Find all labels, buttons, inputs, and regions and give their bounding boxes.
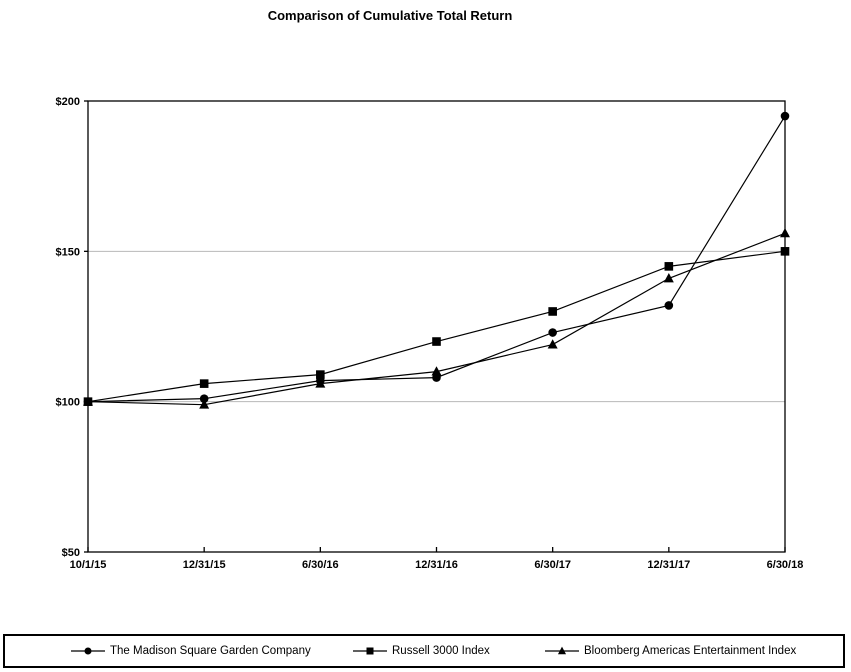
legend-item-bloomberg: Bloomberg Americas Entertainment Index [545,636,796,666]
y-axis-label: $150 [56,246,80,258]
circle-marker-icon [84,647,92,655]
y-axis-label: $50 [62,547,80,559]
x-axis-label: 6/30/17 [534,559,571,571]
circle-marker-icon [71,647,105,655]
y-axis-label: $100 [56,397,80,409]
square-marker-icon [353,647,387,655]
data-point-marker [663,273,674,283]
triangle-marker-icon [557,646,567,655]
legend-item-msg: The Madison Square Garden Company [71,636,311,666]
triangle-marker-icon [545,646,579,655]
square-marker-icon [366,647,374,655]
legend-label-msg: The Madison Square Garden Company [110,645,311,657]
x-axis-label: 12/31/15 [183,559,226,571]
data-point-marker [780,111,790,121]
data-point-marker [780,227,790,238]
x-axis-label: 6/30/16 [302,559,339,571]
series-line-0 [87,115,786,403]
data-point-marker [664,301,674,310]
legend-item-russell: Russell 3000 Index [353,636,490,666]
legend-label-bloomberg: Bloomberg Americas Entertainment Index [584,645,797,657]
data-point-marker [431,366,442,376]
data-point-marker [83,396,93,406]
data-point-marker [199,379,209,388]
chart-title: Comparison of Cumulative Total Return [267,8,513,23]
x-axis-label: 6/30/18 [767,559,804,571]
x-axis-label: 12/31/17 [647,559,690,571]
plot-frame [87,100,786,553]
data-point-marker [780,247,790,256]
data-point-marker [199,394,209,403]
data-point-marker [199,399,210,409]
data-point-marker [548,307,557,316]
data-point-marker [316,370,325,379]
x-axis-label: 12/31/16 [415,559,458,571]
cumulative-return-chart: $50 $100 $150 $200 10/1/15 12/31/15 6/30/16 12/… [56,96,804,571]
data-point-marker [664,262,674,271]
data-point-marker [315,378,326,388]
x-axis-label: 10/1/15 [70,559,107,571]
data-point-marker [548,328,557,337]
chart-legend: The Madison Square Garden Company Russel… [3,634,845,668]
y-axis-label: $200 [56,96,80,108]
legend-label-russell: Russell 3000 Index [392,645,490,657]
data-point-marker [432,337,441,346]
data-point-marker [547,339,558,349]
